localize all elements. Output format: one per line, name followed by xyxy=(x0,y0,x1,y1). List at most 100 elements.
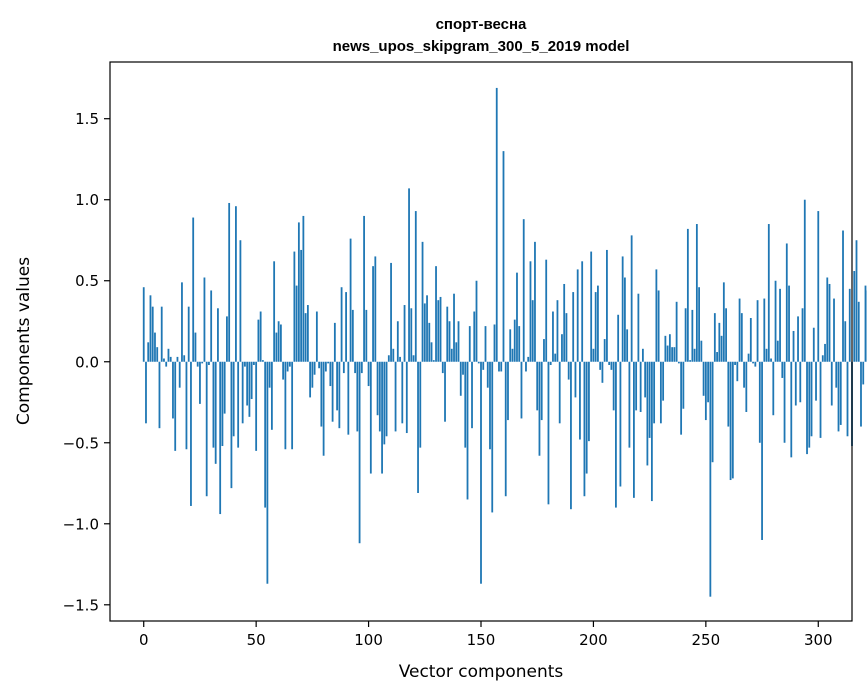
bar xyxy=(846,361,849,437)
bar xyxy=(761,361,763,540)
bar xyxy=(722,282,725,362)
bar xyxy=(797,316,799,362)
bar xyxy=(221,361,224,447)
bar xyxy=(513,319,516,362)
bar xyxy=(473,311,476,362)
bar xyxy=(315,311,318,362)
bar xyxy=(435,266,437,362)
bar xyxy=(864,285,867,362)
bar xyxy=(806,361,808,455)
x-tick-label: 250 xyxy=(692,631,721,649)
bar xyxy=(484,326,487,362)
bar xyxy=(597,285,599,362)
bar xyxy=(426,295,428,362)
bar xyxy=(554,353,557,362)
x-tick-label: 300 xyxy=(804,631,833,649)
bar xyxy=(509,329,512,362)
y-axis-ticks: −1.5 −1.0 −0.5 0.0 0.5 1.0 1.5 xyxy=(63,110,110,614)
bar xyxy=(716,352,718,362)
bar xyxy=(641,348,644,362)
bar xyxy=(747,353,750,362)
bar xyxy=(167,348,170,362)
bar xyxy=(437,300,440,362)
bar xyxy=(615,361,617,508)
bar xyxy=(567,361,570,380)
bar xyxy=(453,293,455,362)
bar xyxy=(246,361,249,406)
bar xyxy=(468,326,471,362)
bar xyxy=(583,361,586,497)
bar xyxy=(644,361,647,398)
bar xyxy=(232,361,235,437)
bar xyxy=(718,322,721,362)
bar xyxy=(855,240,858,362)
bar xyxy=(684,308,687,362)
bar xyxy=(543,339,545,362)
bar xyxy=(491,361,494,513)
bar xyxy=(558,361,561,424)
bar xyxy=(516,272,518,362)
bar xyxy=(731,361,734,479)
bar xyxy=(628,361,631,448)
bar xyxy=(770,358,772,362)
bar xyxy=(781,361,784,378)
bar xyxy=(270,361,273,430)
bar xyxy=(297,222,300,362)
bar xyxy=(518,326,521,362)
bar xyxy=(752,361,754,364)
bar xyxy=(585,361,588,474)
bar xyxy=(349,238,352,362)
bar xyxy=(839,361,842,425)
bar xyxy=(824,343,826,362)
bar xyxy=(572,292,575,362)
bar xyxy=(421,241,424,362)
bar xyxy=(248,361,251,417)
bar xyxy=(145,361,147,424)
bar xyxy=(237,361,240,448)
chart-subtitle: news_upos_skipgram_300_5_2019 model xyxy=(333,38,630,55)
bar xyxy=(579,361,581,440)
bar xyxy=(228,202,231,362)
bar xyxy=(633,361,635,498)
bar xyxy=(765,348,768,362)
bar xyxy=(345,292,347,362)
bar xyxy=(288,361,291,367)
bar xyxy=(322,361,325,456)
bar xyxy=(405,361,408,434)
bar xyxy=(480,361,482,584)
bar xyxy=(304,313,307,362)
bar xyxy=(711,361,714,463)
bar xyxy=(194,332,197,362)
bar xyxy=(172,361,174,419)
bar xyxy=(455,342,458,362)
bar xyxy=(709,361,712,597)
bar xyxy=(790,361,793,458)
bar xyxy=(837,361,840,432)
bar xyxy=(354,361,356,374)
bar xyxy=(527,356,530,362)
y-tick-label: 0.0 xyxy=(75,353,99,371)
bar xyxy=(680,361,683,435)
bar xyxy=(475,280,478,362)
bar xyxy=(599,361,602,370)
bar xyxy=(235,206,237,362)
bar xyxy=(502,151,505,362)
bar xyxy=(414,211,417,362)
bar xyxy=(241,361,244,424)
bar xyxy=(606,249,608,362)
bar xyxy=(664,335,667,362)
bar xyxy=(612,361,615,411)
bar xyxy=(441,361,444,374)
bar xyxy=(387,355,390,362)
bar xyxy=(603,339,606,362)
bar xyxy=(743,361,745,388)
bar xyxy=(763,298,766,362)
y-axis-label: Components values xyxy=(14,257,34,425)
bar xyxy=(358,361,361,544)
bar xyxy=(700,340,703,362)
bar xyxy=(439,296,442,362)
bar xyxy=(556,300,559,362)
bar xyxy=(581,261,584,362)
bar xyxy=(201,361,204,364)
bar xyxy=(282,361,285,380)
